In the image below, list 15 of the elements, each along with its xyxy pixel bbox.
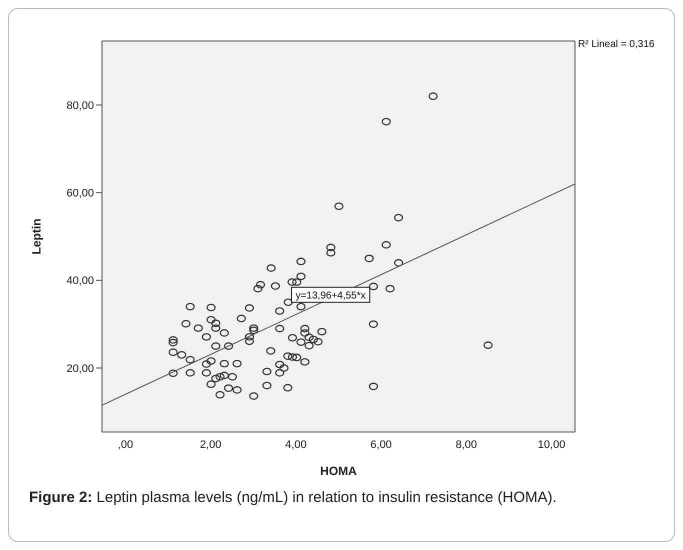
x-tick-label: 4,00 xyxy=(285,438,307,451)
annotation: y=13,96+4,55*x xyxy=(296,290,366,302)
x-tick-label: 2,00 xyxy=(200,438,222,451)
caption: Figure 2: Leptin plasma levels (ng/mL) in relation to insulin resistance (HOMA). xyxy=(29,488,558,508)
text: R² Lineal = 0,316 xyxy=(578,39,654,50)
y-tick-label: 80,00 xyxy=(66,100,94,112)
y-axis-title: Leptin xyxy=(29,218,44,254)
x-tick-label: 10,00 xyxy=(538,438,566,451)
x-tick-label: 6,00 xyxy=(370,438,392,451)
y-tick-label: 40,00 xyxy=(66,275,94,288)
x-axis-title: HOMA xyxy=(320,464,358,478)
y-tick-label: 60,00 xyxy=(66,188,94,200)
y-tick-label: 20,00 xyxy=(66,362,94,375)
x-tick-label: 8,00 xyxy=(456,438,478,451)
x-tick-label: ,00 xyxy=(118,438,134,451)
